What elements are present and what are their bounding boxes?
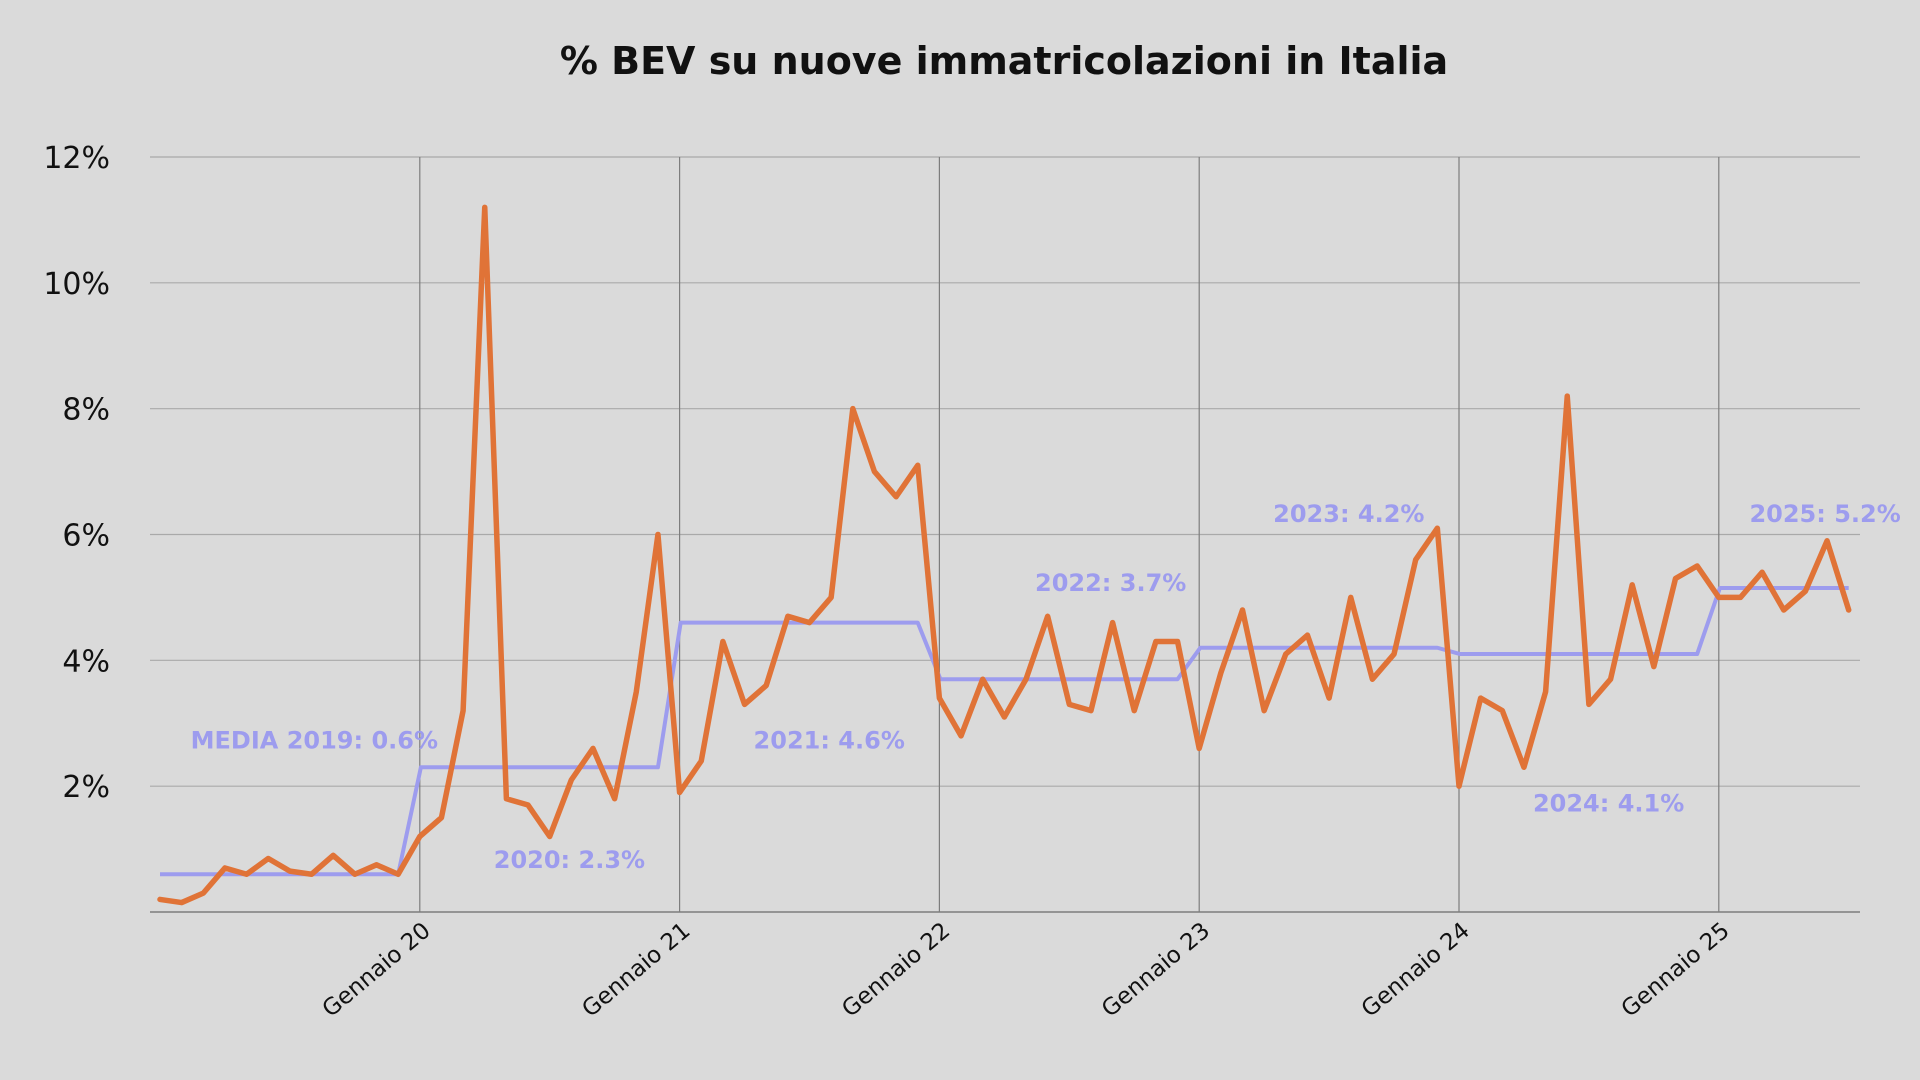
average-annotation: 2021: 4.6%	[754, 726, 905, 754]
y-tick-label: 2%	[62, 770, 110, 805]
average-annotation: 2024: 4.1%	[1533, 789, 1684, 817]
average-annotation: 2023: 4.2%	[1273, 500, 1424, 528]
average-annotation: 2022: 3.7%	[1035, 569, 1186, 597]
y-tick-label: 6%	[62, 519, 110, 554]
y-tick-label: 8%	[62, 393, 110, 428]
average-annotation: 2025: 5.2%	[1749, 500, 1900, 528]
bev-share-line	[157, 204, 1852, 906]
y-tick-label: 10%	[43, 267, 110, 302]
series-layer	[157, 204, 1852, 906]
average-annotation: 2020: 2.3%	[494, 846, 645, 874]
annotation-layer: MEDIA 2019: 0.6% 2020: 2.3% 2021: 4.6% 2022…	[191, 500, 1901, 874]
y-tick-label: 12%	[43, 141, 110, 176]
chart-title: % BEV su nuove immatricolazioni in Itali…	[560, 39, 1448, 83]
y-tick-label: 4%	[62, 644, 110, 679]
grid-layer	[150, 156, 1860, 913]
average-annotation: MEDIA 2019: 0.6%	[191, 726, 438, 754]
